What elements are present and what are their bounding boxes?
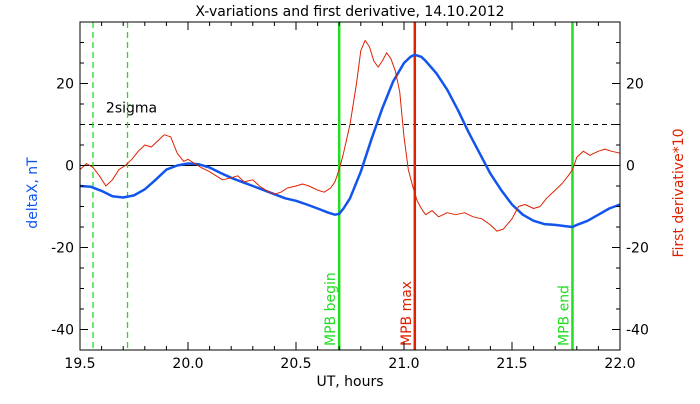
x-tick-label: 20.5 [280, 356, 311, 372]
y-tick-label-left: -20 [51, 241, 74, 257]
y-tick-label-right: -40 [626, 323, 649, 339]
sigma-label: 2sigma [106, 101, 157, 117]
y-tick-label-right: 20 [626, 77, 644, 93]
y-tick-label-right: -20 [626, 241, 649, 257]
y-tick-label-left: -40 [51, 323, 74, 339]
y-axis-label-left: deltaX, nT [25, 157, 41, 229]
mpb-end-label: MPB end [556, 285, 572, 346]
mpb-max-label: MPB max [399, 281, 415, 346]
y-tick-label-right: 0 [626, 159, 635, 175]
event-labels: MPB begin MPB max MPB end [323, 272, 572, 346]
x-tick-label: 20.0 [172, 356, 203, 372]
deltaX-series-line [79, 53, 621, 229]
y-tick-label-left: 20 [56, 77, 74, 93]
y-tick-label-left: 0 [65, 159, 74, 175]
event-lines [92, 22, 574, 350]
x-tick-label: 21.0 [388, 356, 419, 372]
mpb-begin-label: MPB begin [323, 272, 339, 346]
x-tick-label: 21.5 [496, 356, 527, 372]
y-axis-label-right: First derivative*10 [671, 128, 687, 257]
x-tick-label: 19.5 [64, 356, 95, 372]
axes-group: 19.5 20.0 20.5 21.0 21.5 22.0 -40 -40 -20 -20 0 0 20… [51, 22, 649, 372]
derivative-series-line [79, 39, 621, 232]
x-tick-label: 22.0 [604, 356, 635, 372]
series-group [79, 39, 621, 232]
x-axis-label: UT, hours [316, 374, 383, 390]
chart-title: X-variations and first derivative, 14.10… [195, 4, 504, 20]
